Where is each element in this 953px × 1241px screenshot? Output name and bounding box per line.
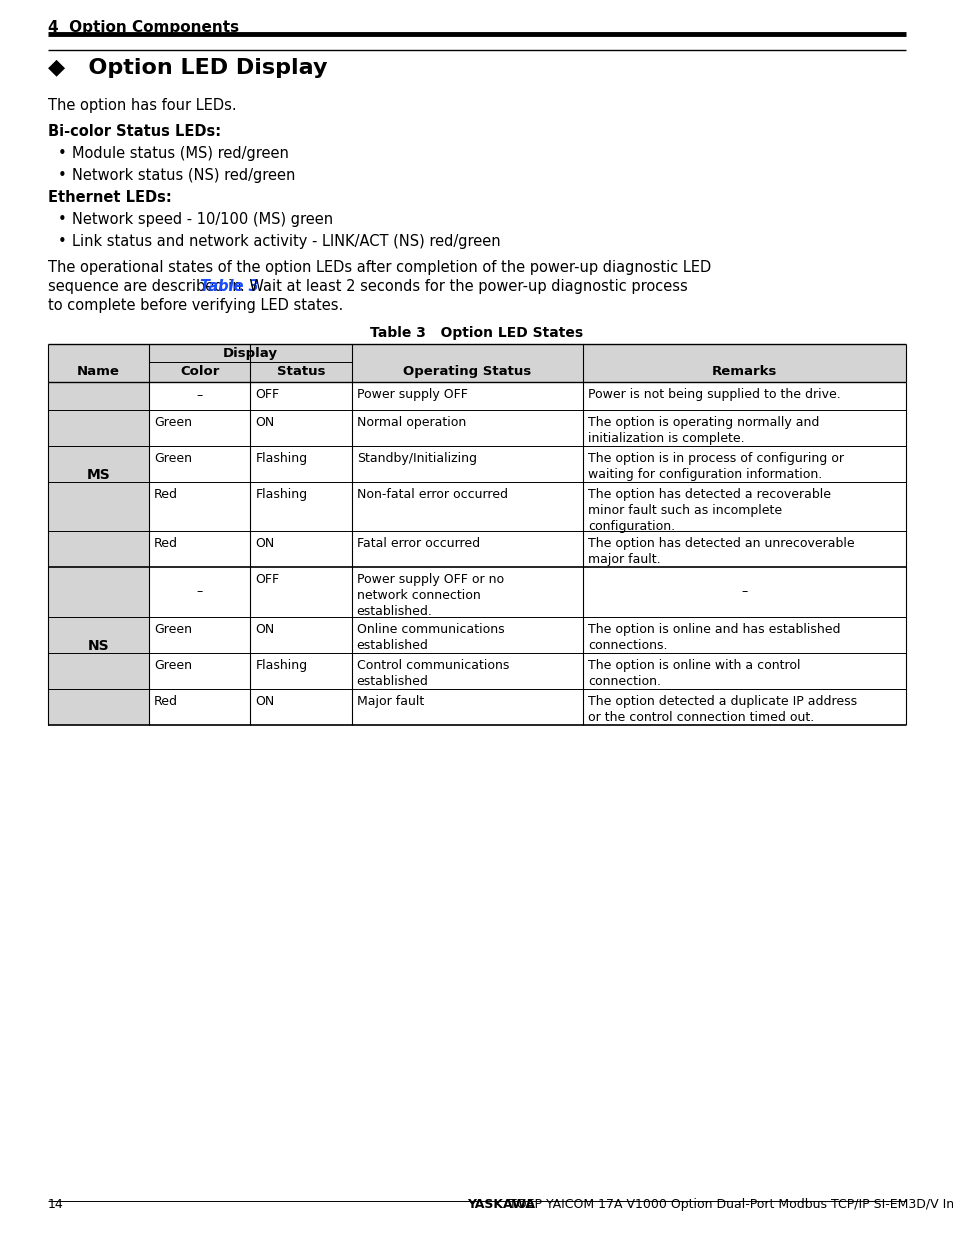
Text: Power supply OFF or no
network connection
established.: Power supply OFF or no network connectio…	[356, 573, 503, 618]
Text: ON: ON	[255, 623, 274, 635]
Text: Power supply OFF: Power supply OFF	[356, 388, 467, 401]
Text: Red: Red	[154, 488, 178, 501]
Bar	[251, 362, 352, 382]
Text: ON: ON	[255, 537, 274, 550]
Text: NS: NS	[88, 639, 110, 653]
Bar	[251, 344, 352, 362]
Text: 14: 14	[48, 1198, 64, 1211]
Text: Module status (MS) red/green: Module status (MS) red/green	[71, 146, 289, 161]
Bar	[583, 344, 905, 362]
Bar	[583, 362, 905, 382]
Text: –: –	[196, 390, 203, 402]
Text: The option is operating normally and
initialization is complete.: The option is operating normally and ini…	[588, 416, 819, 446]
Text: The option is online with a control
connection.: The option is online with a control conn…	[588, 659, 801, 688]
Text: ON: ON	[255, 416, 274, 429]
Text: Name: Name	[77, 365, 120, 379]
Text: Link status and network activity - LINK/ACT (NS) red/green: Link status and network activity - LINK/…	[71, 235, 500, 249]
Text: The operational states of the option LEDs after completion of the power-up diagn: The operational states of the option LED…	[48, 261, 711, 276]
Text: –: –	[196, 586, 203, 598]
Text: Color: Color	[180, 365, 219, 379]
Text: Remarks: Remarks	[711, 365, 777, 379]
Text: OFF: OFF	[255, 573, 279, 587]
Text: Standby/Initializing: Standby/Initializing	[356, 452, 476, 465]
Text: Red: Red	[154, 695, 178, 707]
Bar	[352, 344, 583, 362]
Text: •: •	[58, 168, 67, 182]
Text: Operating Status: Operating Status	[403, 365, 531, 379]
Text: The option is in process of configuring or
waiting for configuration information: The option is in process of configuring …	[588, 452, 843, 482]
Bar	[149, 344, 251, 362]
Text: Green: Green	[154, 623, 193, 635]
Bar	[48, 567, 149, 725]
Text: Online communications
established: Online communications established	[356, 623, 504, 652]
Text: Control communications
established: Control communications established	[356, 659, 509, 688]
Text: Network status (NS) red/green: Network status (NS) red/green	[71, 168, 295, 182]
Text: OFF: OFF	[255, 388, 279, 401]
Text: Fatal error occurred: Fatal error occurred	[356, 537, 479, 550]
Text: ON: ON	[255, 695, 274, 707]
Text: Power is not being supplied to the drive.: Power is not being supplied to the drive…	[588, 388, 841, 401]
Text: sequence are described in: sequence are described in	[48, 279, 246, 294]
Bar	[352, 362, 583, 382]
Text: Network speed - 10/100 (MS) green: Network speed - 10/100 (MS) green	[71, 212, 333, 227]
Text: The option detected a duplicate IP address
or the control connection timed out.: The option detected a duplicate IP addre…	[588, 695, 857, 724]
Text: YASKAWA: YASKAWA	[467, 1198, 535, 1211]
Bar	[48, 382, 149, 567]
Text: TOEP YAICOM 17A V1000 Option Dual-Port Modbus TCP/IP SI-EM3D/V Installation Manu: TOEP YAICOM 17A V1000 Option Dual-Port M…	[505, 1198, 953, 1211]
Text: •: •	[58, 212, 67, 227]
Text: The option is online and has established
connections.: The option is online and has established…	[588, 623, 840, 652]
Text: to complete before verifying LED states.: to complete before verifying LED states.	[48, 298, 343, 313]
Text: 4  Option Components: 4 Option Components	[48, 20, 239, 35]
Text: Ethernet LEDs:: Ethernet LEDs:	[48, 190, 172, 205]
Text: Green: Green	[154, 659, 193, 671]
Text: Flashing: Flashing	[255, 488, 307, 501]
Text: Table 3: Table 3	[199, 279, 258, 294]
Text: Bi-color Status LEDs:: Bi-color Status LEDs:	[48, 124, 221, 139]
Bar	[48, 362, 149, 382]
Text: Green: Green	[154, 452, 193, 465]
Text: The option has detected an unrecoverable
major fault.: The option has detected an unrecoverable…	[588, 537, 854, 566]
Bar	[48, 344, 149, 362]
Text: Major fault: Major fault	[356, 695, 423, 707]
Text: ◆   Option LED Display: ◆ Option LED Display	[48, 58, 327, 78]
Text: •: •	[58, 235, 67, 249]
Text: •: •	[58, 146, 67, 161]
Text: Flashing: Flashing	[255, 659, 307, 671]
Text: Non-fatal error occurred: Non-fatal error occurred	[356, 488, 507, 501]
Text: Red: Red	[154, 537, 178, 550]
Text: . Wait at least 2 seconds for the power-up diagnostic process: . Wait at least 2 seconds for the power-…	[240, 279, 687, 294]
Text: Normal operation: Normal operation	[356, 416, 465, 429]
Text: Status: Status	[276, 365, 325, 379]
Text: Flashing: Flashing	[255, 452, 307, 465]
Text: The option has detected a recoverable
minor fault such as incomplete
configurati: The option has detected a recoverable mi…	[588, 488, 830, 534]
Text: The option has four LEDs.: The option has four LEDs.	[48, 98, 236, 113]
Text: Display: Display	[223, 347, 277, 360]
Text: –: –	[740, 586, 747, 598]
Bar	[149, 362, 251, 382]
Text: MS: MS	[87, 468, 111, 482]
Text: Table 3   Option LED States: Table 3 Option LED States	[370, 326, 583, 340]
Text: Green: Green	[154, 416, 193, 429]
